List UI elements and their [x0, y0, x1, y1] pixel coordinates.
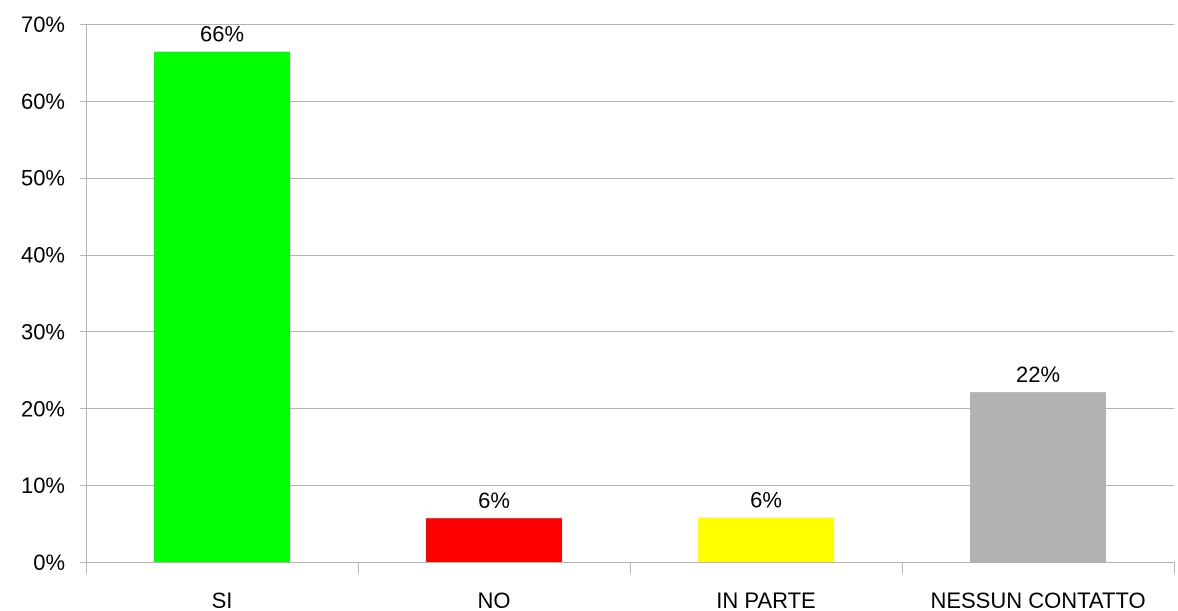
data-labels: 66% 6% 6% 22%: [200, 22, 1060, 514]
x-category-label-nessun-contatto: NESSUN CONTATTO: [930, 588, 1145, 611]
bar-nessun-contatto: [970, 392, 1106, 562]
y-axis-tick-labels: 0% 10% 20% 30% 40% 50% 60% 70%: [21, 12, 65, 575]
x-category-label-si: SI: [212, 588, 233, 611]
y-tick-label-70: 70%: [21, 12, 65, 37]
data-label-si: 66%: [200, 22, 244, 47]
x-axis-category-labels: SI NO IN PARTE NESSUN CONTATTO: [212, 588, 1146, 611]
bar-si: [154, 51, 290, 562]
y-tick-label-50: 50%: [21, 166, 65, 191]
bar-in-parte: [698, 517, 834, 562]
y-tick-label-10: 10%: [21, 473, 65, 498]
y-tick-label-40: 40%: [21, 243, 65, 268]
y-tick-label-60: 60%: [21, 89, 65, 114]
axes: [80, 24, 1175, 574]
y-tick-label-30: 30%: [21, 319, 65, 344]
y-tick-label-0: 0%: [33, 550, 65, 575]
y-tick-label-20: 20%: [21, 396, 65, 421]
bar-no: [426, 518, 562, 562]
data-label-in-parte: 6%: [750, 487, 782, 512]
x-category-label-in-parte: IN PARTE: [716, 588, 815, 611]
data-label-no: 6%: [478, 488, 510, 513]
x-category-label-no: NO: [478, 588, 511, 611]
data-label-nessun-contatto: 22%: [1016, 362, 1060, 387]
bars: [154, 51, 1106, 562]
